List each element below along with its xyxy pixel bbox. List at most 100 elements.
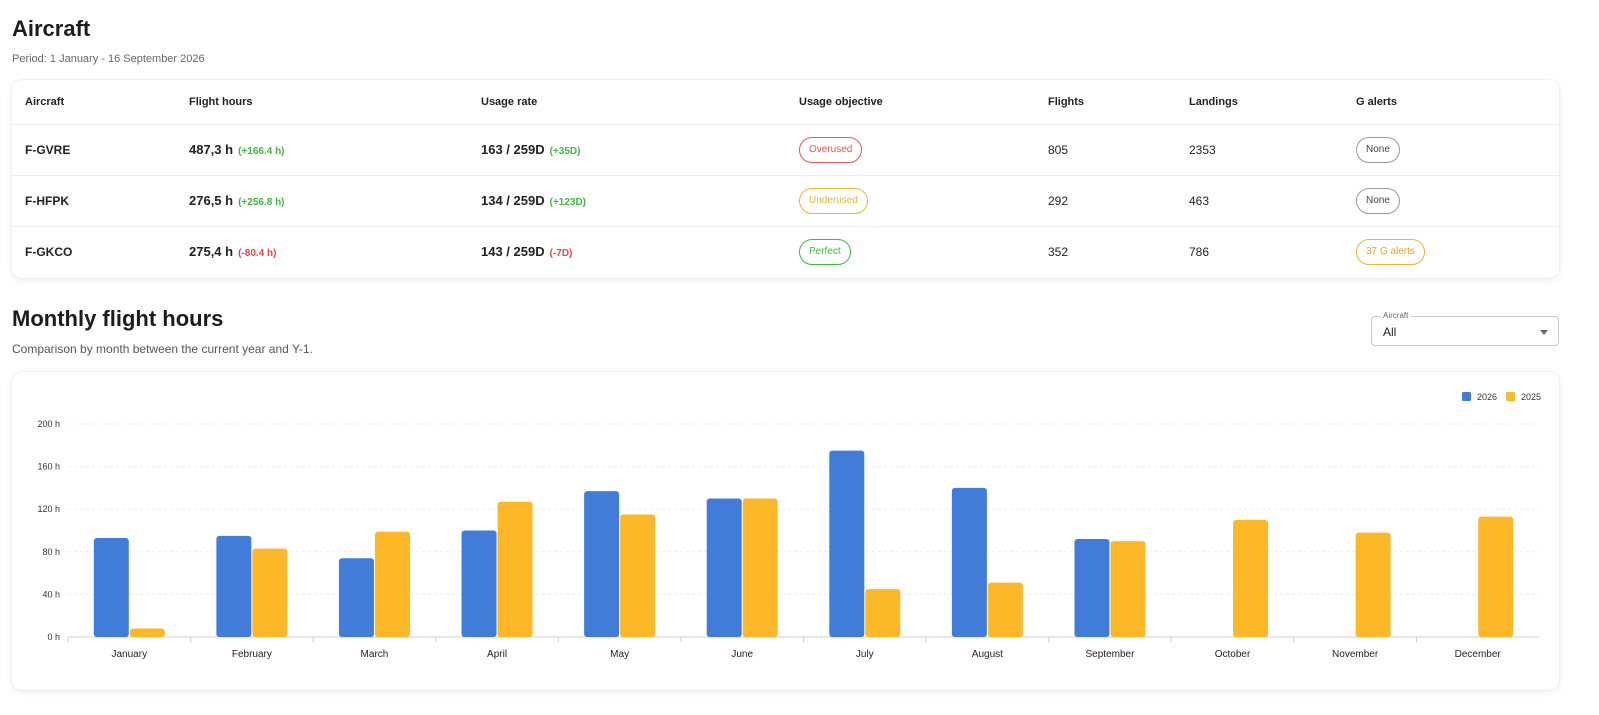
bar-2026-may bbox=[584, 491, 620, 637]
flights-cell: 805 bbox=[1035, 124, 1176, 176]
period-label: Period: 1 January - 16 September 2026 bbox=[12, 53, 205, 65]
bar-2025-december bbox=[1478, 516, 1514, 637]
aircraft-registration: F-HFPK bbox=[12, 175, 176, 227]
flights-cell: 352 bbox=[1048, 244, 1069, 259]
page-title: Aircraft bbox=[12, 16, 91, 41]
legend-swatch-2025 bbox=[1506, 392, 1515, 401]
usage-rate-delta: (+35D) bbox=[549, 146, 581, 157]
x-tick-label: May bbox=[610, 649, 629, 660]
usage-rate-cell: 163 / 259D (+35D) bbox=[468, 124, 786, 176]
usage-rate-cell: 134 / 259D (+123D) bbox=[468, 175, 786, 227]
bar-2025-february bbox=[252, 548, 288, 637]
bar-2025-october bbox=[1233, 519, 1269, 637]
x-tick-label: October bbox=[1215, 649, 1251, 660]
flights-cell: 292 bbox=[1035, 175, 1176, 227]
aircraft-registration: F-GVRE bbox=[12, 124, 176, 176]
table-header-row: Aircraft Flight hours Usage rate Usage o… bbox=[12, 80, 1559, 125]
bar-2026-march bbox=[338, 558, 374, 637]
bar-2026-february bbox=[216, 535, 252, 637]
usage-rate-value: 163 / 259D bbox=[481, 142, 545, 157]
g-alerts-badge[interactable]: None bbox=[1356, 187, 1400, 214]
x-tick-label: June bbox=[731, 649, 753, 660]
bar-2025-march bbox=[374, 531, 410, 637]
usage-rate-cell: 143 / 259D (-7D) bbox=[468, 226, 786, 277]
y-tick-label: 200 h bbox=[37, 419, 60, 429]
bar-2026-july bbox=[829, 450, 865, 637]
g-alerts-cell: 37 G alerts bbox=[1343, 226, 1559, 277]
monthly-chart-card: 0 h 40 h 80 h 120 h 160 h 200 h January Februar… bbox=[12, 372, 1559, 690]
flight-hours-value: 275,4 h bbox=[189, 244, 234, 260]
table-body: F-GVRE 487,3 h (+166.4 h) 163 / 259D (+35D… bbox=[12, 124, 1559, 277]
column-header-flights[interactable]: Flights bbox=[1035, 80, 1176, 125]
bar-2026-september bbox=[1074, 539, 1110, 637]
usage-objective-cell: Overused bbox=[786, 124, 1035, 176]
legend-swatch-2026 bbox=[1462, 392, 1471, 401]
y-tick-label: 0 h bbox=[47, 632, 60, 642]
landings-cell: 463 bbox=[1176, 175, 1343, 227]
x-tick-label: February bbox=[232, 649, 272, 660]
flight-hours-cell: 276,5 h (+256.8 h) bbox=[176, 175, 468, 227]
bar-2025-july bbox=[865, 589, 901, 637]
flight-hours-delta: (+166.4 h) bbox=[238, 146, 285, 157]
column-header-g-alerts[interactable]: G alerts bbox=[1343, 80, 1559, 125]
bar-2025-august bbox=[987, 582, 1023, 637]
bar-2026-january bbox=[93, 537, 129, 637]
aircraft-registration: F-GKCO bbox=[25, 244, 73, 259]
g-alerts-cell: None bbox=[1343, 124, 1559, 176]
bar-2025-june bbox=[742, 498, 778, 637]
aircraft-filter-value: All bbox=[1383, 325, 1397, 339]
column-header-usage-rate[interactable]: Usage rate bbox=[468, 80, 786, 125]
usage-objective-cell: Perfect bbox=[786, 226, 1035, 277]
usage-rate-delta: (+123D) bbox=[549, 197, 587, 208]
column-header-landings[interactable]: Landings bbox=[1176, 80, 1343, 125]
usage-rate-delta: (-7D) bbox=[549, 248, 573, 260]
x-tick-label: July bbox=[856, 649, 874, 660]
column-header-aircraft[interactable]: Aircraft bbox=[12, 80, 176, 125]
y-tick-label: 160 h bbox=[37, 462, 60, 472]
flight-hours-value: 276,5 h bbox=[189, 193, 234, 208]
chevron-down-icon bbox=[1540, 330, 1548, 335]
bar-2026-august bbox=[951, 487, 987, 637]
g-alerts-cell: None bbox=[1343, 175, 1559, 227]
x-tick-label: December bbox=[1455, 649, 1502, 660]
usage-rate-value: 143 / 259D bbox=[481, 244, 545, 260]
bar-2026-june bbox=[706, 498, 742, 637]
table-row[interactable]: F-GKCO 275,4 h (-80.4 h) 143 / 259D (-7D) … bbox=[12, 226, 1559, 277]
landings-cell: 786 bbox=[1189, 244, 1210, 259]
x-tick-label: April bbox=[487, 649, 507, 660]
y-tick-label: 120 h bbox=[37, 504, 60, 514]
aircraft-table: Aircraft Flight hours Usage rate Usage o… bbox=[12, 80, 1559, 277]
y-tick-label: 80 h bbox=[42, 547, 60, 557]
flight-hours-cell: 275,4 h (-80.4 h) bbox=[176, 226, 468, 277]
usage-objective-badge: Perfect bbox=[799, 238, 851, 265]
x-tick-label: March bbox=[361, 649, 389, 660]
bar-2025-april bbox=[497, 501, 533, 637]
bar-2025-september bbox=[1110, 541, 1146, 637]
legend-label-2026: 2026 bbox=[1477, 392, 1497, 402]
y-tick-label: 40 h bbox=[42, 589, 60, 599]
monthly-bar-chart: 0 h 40 h 80 h 120 h 160 h 200 h January Februar… bbox=[37, 392, 1541, 660]
usage-objective-badge: Underused bbox=[799, 187, 868, 214]
aircraft-table-card: Aircraft Flight hours Usage rate Usage o… bbox=[12, 80, 1559, 278]
flight-hours-delta: (-80.4 h) bbox=[238, 248, 277, 260]
g-alerts-badge[interactable]: 37 G alerts bbox=[1356, 238, 1425, 265]
column-header-flight-hours[interactable]: Flight hours bbox=[176, 80, 468, 125]
aircraft-filter-select[interactable]: Aircraft All bbox=[1371, 311, 1559, 346]
bar-2025-january bbox=[129, 628, 165, 637]
x-tick-label: September bbox=[1085, 649, 1135, 660]
usage-rate-value: 134 / 259D bbox=[481, 193, 545, 208]
bar-2025-may bbox=[620, 514, 656, 637]
x-tick-label: August bbox=[972, 649, 1003, 660]
g-alerts-badge[interactable]: None bbox=[1356, 136, 1400, 163]
column-header-usage-objective[interactable]: Usage objective bbox=[786, 80, 1035, 125]
flight-hours-cell: 487,3 h (+166.4 h) bbox=[176, 124, 468, 176]
monthly-section-subtitle: Comparison by month between the current … bbox=[12, 342, 313, 356]
table-row[interactable]: F-GVRE 487,3 h (+166.4 h) 163 / 259D (+35D… bbox=[12, 124, 1559, 176]
flight-hours-value: 487,3 h bbox=[189, 142, 234, 157]
table-row[interactable]: F-HFPK 276,5 h (+256.8 h) 134 / 259D (+123… bbox=[12, 175, 1559, 227]
monthly-section-title: Monthly flight hours bbox=[12, 306, 224, 331]
aircraft-filter-label: Aircraft bbox=[1380, 311, 1412, 320]
bar-2026-april bbox=[461, 530, 497, 637]
usage-objective-badge: Overused bbox=[799, 136, 863, 163]
usage-objective-cell: Underused bbox=[786, 175, 1035, 227]
